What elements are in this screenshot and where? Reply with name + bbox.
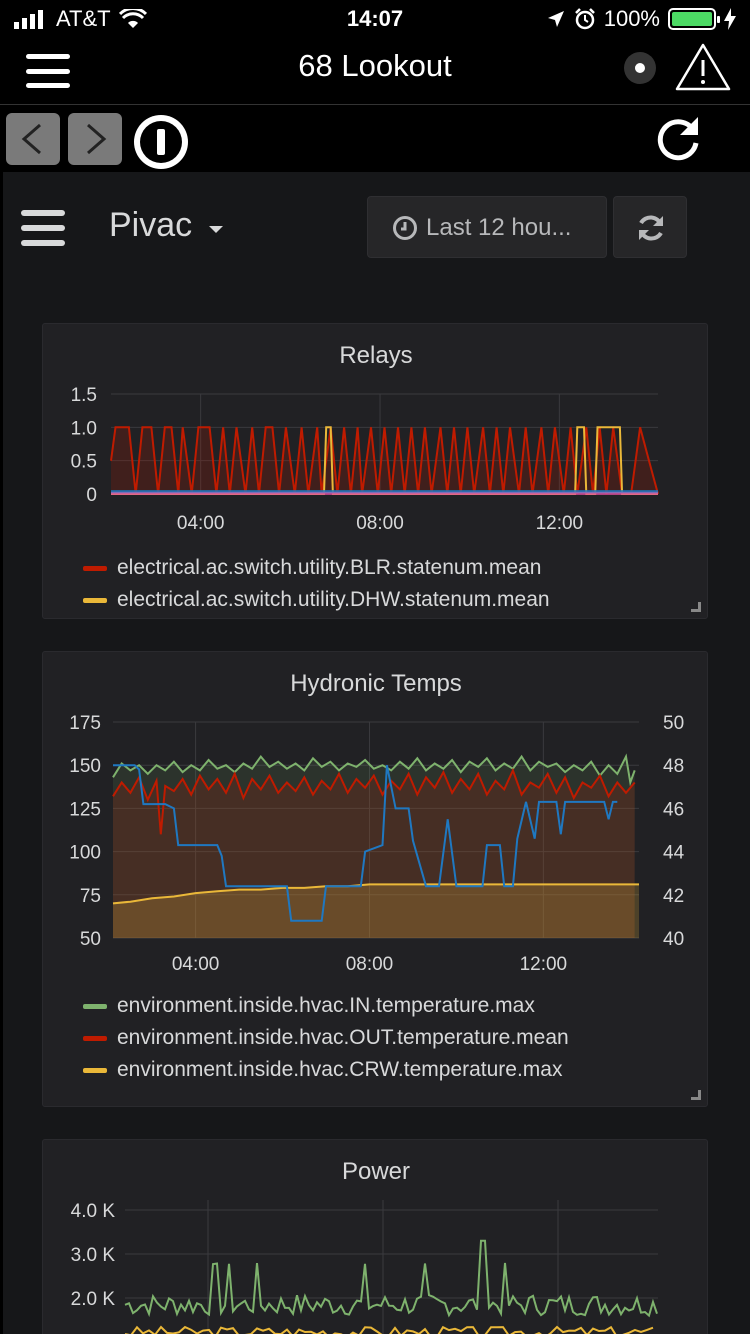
alarm-icon: [574, 8, 595, 30]
dashboard-picker[interactable]: Pivac: [109, 206, 193, 244]
power-panel: Power 4.0 K 3.0 K 2.0 K: [42, 1139, 708, 1334]
legend-label: electrical.ac.switch.utility.BLR.statenu…: [117, 556, 542, 579]
y-tick-label-left: 175: [69, 713, 101, 734]
time-range-label: Last 12 hou...: [426, 214, 572, 241]
y-tick-label-left: 75: [80, 886, 101, 907]
y-tick-label-right: 50: [663, 713, 684, 734]
hamburger-icon: [26, 54, 70, 59]
legend-swatch: [83, 565, 107, 571]
y-tick-label-right: 40: [663, 929, 684, 950]
series-line: [112, 753, 636, 787]
legend-item[interactable]: electrical.ac.switch.utility.DHW.statenu…: [83, 584, 550, 616]
status-bar: AT&T 14:07 100%: [0, 0, 750, 40]
y-tick-label: 2.0 K: [71, 1289, 116, 1310]
warning-icon[interactable]: [674, 42, 732, 92]
y-tick-label: 1.5: [71, 385, 97, 406]
x-tick-label: 04:00: [177, 513, 225, 534]
location-icon: [547, 11, 564, 27]
x-tick-label: 08:00: [356, 513, 404, 534]
relays-panel: Relays 04:00 08:00 12:00 1.5 1.0 0.5 0 electri…: [42, 323, 708, 619]
x-tick-label: 04:00: [172, 954, 220, 975]
legend-label: environment.inside.hvac.IN.temperature.m…: [117, 994, 535, 1017]
legend-swatch: [83, 1067, 107, 1073]
hydronic-chart: 04:00 08:00 12:00 175 150 125 100 75 50 50 48 46 44 4…: [69, 713, 685, 975]
wifi-icon: [118, 9, 147, 28]
legend-item[interactable]: environment.inside.hvac.IN.temperature.m…: [83, 990, 569, 1022]
legend-swatch: [83, 597, 107, 603]
charging-icon: [724, 8, 736, 30]
series-line: [110, 426, 659, 495]
dashboard-area: Pivac Last 12 hou... Relays 04:00 08:00 12…: [3, 172, 750, 1334]
y-tick-label-right: 42: [663, 886, 684, 907]
series-area: [113, 884, 639, 938]
status-right: 100%: [546, 6, 736, 32]
carrier-label: AT&T: [56, 6, 111, 31]
dashboard-menu-button[interactable]: [21, 210, 65, 246]
series-line: [113, 764, 618, 922]
signal-icon: [14, 10, 43, 29]
status-time: 14:07: [346, 6, 404, 31]
series-line: [112, 767, 636, 835]
toolbar: [0, 104, 750, 172]
series-line: [125, 1325, 654, 1334]
status-dot-button[interactable]: [624, 52, 656, 84]
battery-icon: [668, 8, 720, 30]
refresh-icon: [639, 215, 663, 241]
panel-title[interactable]: Relays: [339, 342, 413, 369]
y-tick-label-left: 125: [69, 799, 101, 820]
y-tick-label: 0: [86, 485, 97, 506]
caret-down-icon[interactable]: [209, 226, 223, 233]
app-bar: 68 Lookout: [0, 40, 750, 104]
panel-title[interactable]: Hydronic Temps: [290, 670, 462, 697]
x-tick-label: 12:00: [520, 954, 568, 975]
power-chart: 4.0 K 3.0 K 2.0 K: [71, 1200, 658, 1334]
y-tick-label-left: 100: [69, 843, 101, 864]
panel-title[interactable]: Power: [341, 1158, 411, 1185]
time-range-picker[interactable]: Last 12 hou...: [367, 196, 607, 258]
legend-swatch: [83, 1035, 107, 1041]
reload-icon[interactable]: [652, 113, 704, 165]
y-tick-label: 3.0 K: [71, 1245, 116, 1266]
clock-icon: [393, 216, 417, 240]
chevron-right-icon: [87, 123, 107, 155]
y-tick-label-left: 150: [69, 756, 101, 777]
battery-percent: 100%: [603, 6, 660, 31]
dashboard-refresh-button[interactable]: [613, 196, 687, 258]
legend-swatch: [83, 1003, 107, 1009]
y-tick-label: 1.0: [71, 418, 97, 439]
relays-chart: 04:00 08:00 12:00 1.5 1.0 0.5 0: [71, 385, 659, 534]
legend-label: electrical.ac.switch.utility.DHW.statenu…: [117, 588, 550, 611]
legend: electrical.ac.switch.utility.BLR.statenu…: [83, 552, 550, 616]
series-area: [113, 770, 635, 938]
resize-handle[interactable]: [691, 602, 701, 612]
y-tick-label-left: 50: [80, 929, 101, 950]
x-tick-label: 12:00: [536, 513, 584, 534]
y-tick-label: 0.5: [71, 452, 97, 473]
back-button[interactable]: [6, 113, 60, 165]
app-title: 68 Lookout: [298, 48, 452, 83]
forward-button[interactable]: [68, 113, 122, 165]
info-icon: [140, 121, 182, 163]
series-line: [111, 426, 658, 495]
legend-label: environment.inside.hvac.OUT.temperature.…: [117, 1026, 569, 1049]
legend-item[interactable]: electrical.ac.switch.utility.BLR.statenu…: [83, 552, 550, 584]
x-tick-label: 08:00: [346, 954, 394, 975]
series-line: [124, 1239, 658, 1318]
legend: environment.inside.hvac.IN.temperature.m…: [83, 990, 569, 1092]
legend-item[interactable]: environment.inside.hvac.OUT.temperature.…: [83, 1022, 569, 1054]
y-tick-label-right: 48: [663, 756, 684, 777]
legend-item[interactable]: environment.inside.hvac.CRW.temperature.…: [83, 1054, 569, 1086]
hydronic-temps-panel: Hydronic Temps 04:00 08:00 12:00 175 150 125 1…: [42, 651, 708, 1107]
y-tick-label: 4.0 K: [71, 1201, 116, 1222]
chevron-left-icon: [21, 123, 41, 155]
info-button[interactable]: [134, 115, 188, 169]
y-tick-label-right: 46: [663, 799, 684, 820]
legend-label: environment.inside.hvac.CRW.temperature.…: [117, 1058, 563, 1081]
app-menu-button[interactable]: [26, 54, 70, 88]
y-tick-label-right: 44: [663, 843, 685, 864]
status-left: AT&T: [14, 6, 147, 32]
resize-handle[interactable]: [691, 1090, 701, 1100]
menu-icon: [21, 210, 65, 216]
